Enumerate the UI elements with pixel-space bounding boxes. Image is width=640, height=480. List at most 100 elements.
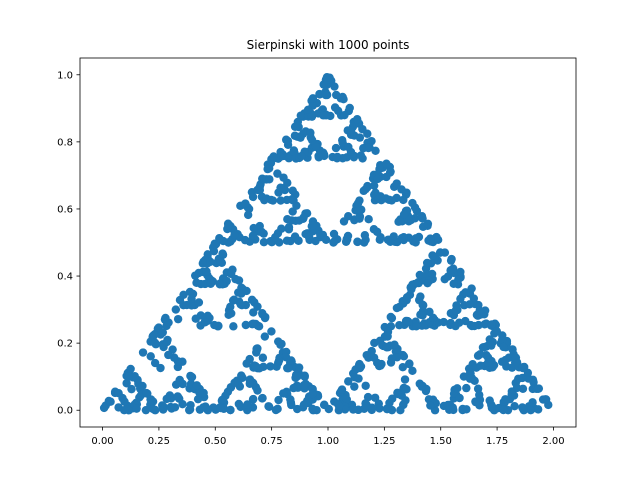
scatter-point — [230, 378, 239, 387]
scatter-point — [476, 361, 485, 370]
scatter-point — [161, 313, 170, 323]
scatter-point — [192, 381, 202, 390]
scatter-point — [297, 151, 306, 161]
scatter-point — [307, 112, 317, 121]
scatter-point — [348, 405, 358, 414]
scatter-point — [150, 338, 160, 347]
scatter-point — [483, 358, 493, 367]
scatter-point — [132, 404, 141, 413]
scatter-point — [501, 395, 510, 404]
scatter-point — [224, 221, 233, 230]
scatter-point — [299, 380, 309, 390]
scatter-point — [156, 363, 165, 373]
scatter-point — [240, 235, 250, 245]
scatter-point — [502, 362, 511, 371]
scatter-point — [243, 210, 253, 220]
scatter-point — [266, 195, 276, 205]
scatter-point — [369, 225, 379, 234]
scatter-point — [382, 404, 392, 414]
scatter-point — [387, 196, 396, 205]
scatter-point — [149, 330, 159, 340]
scatter-point — [526, 405, 535, 415]
scatter-point — [341, 237, 351, 246]
scatter-point — [253, 386, 262, 395]
scatter-point — [426, 401, 435, 410]
scatter-point — [296, 111, 306, 120]
scatter-point — [308, 94, 318, 103]
scatter-point — [355, 133, 365, 142]
scatter-point — [283, 136, 293, 146]
scatter-point — [164, 350, 173, 360]
scatter-point — [350, 382, 359, 391]
scatter-point — [255, 182, 264, 192]
scatter-point — [218, 249, 227, 258]
scatter-point — [423, 219, 433, 228]
scatter-point — [282, 236, 292, 245]
scatter-point — [419, 301, 428, 310]
scatter-point — [173, 392, 183, 401]
scatter-point — [195, 388, 204, 397]
scatter-point — [350, 373, 359, 382]
x-tick-label: 1.75 — [486, 436, 508, 447]
scatter-point — [480, 320, 489, 329]
scatter-point — [306, 128, 315, 137]
scatter-point — [200, 318, 210, 327]
scatter-point — [241, 199, 250, 208]
scatter-point — [487, 341, 496, 350]
scatter-point — [382, 159, 391, 168]
scatter-point — [249, 394, 258, 404]
scatter-point — [499, 405, 508, 415]
scatter-point — [323, 75, 332, 85]
scatter-point — [375, 404, 384, 413]
scatter-point — [226, 405, 235, 415]
scatter-points — [99, 73, 553, 415]
scatter-point — [248, 231, 258, 240]
scatter-point — [146, 352, 155, 361]
scatter-point — [382, 343, 391, 352]
scatter-point — [258, 310, 267, 319]
y-tick-label: 0.4 — [57, 272, 73, 283]
scatter-point — [359, 186, 368, 196]
scatter-point — [360, 404, 369, 413]
scatter-point — [249, 223, 258, 233]
scatter-point — [362, 350, 371, 360]
scatter-point — [248, 192, 258, 202]
scatter-point — [185, 287, 195, 297]
scatter-point — [228, 296, 238, 305]
scatter-point — [399, 352, 409, 361]
scatter-point — [440, 248, 450, 257]
scatter-point — [252, 345, 262, 354]
scatter-point — [199, 403, 208, 412]
scatter-point — [393, 388, 402, 398]
scatter-point — [227, 309, 236, 318]
scatter-point — [277, 224, 286, 233]
scatter-point — [162, 394, 171, 404]
scatter-point — [329, 229, 339, 239]
chart-title: Sierpinski with 1000 points — [247, 38, 410, 52]
scatter-point — [487, 320, 497, 329]
scatter-point — [99, 403, 109, 413]
x-tick-label: 1.00 — [317, 436, 339, 447]
scatter-point — [389, 232, 398, 241]
scatter-point — [148, 404, 158, 414]
scatter-point — [258, 353, 268, 362]
scatter-point — [294, 363, 304, 372]
scatter-point — [138, 381, 147, 391]
scatter-point — [408, 198, 417, 208]
scatter-point — [342, 395, 352, 404]
scatter-point — [226, 302, 235, 311]
scatter-point — [274, 356, 284, 365]
scatter-point — [449, 405, 458, 415]
scatter-point — [405, 359, 414, 368]
scatter-point — [388, 394, 397, 403]
scatter-point — [162, 337, 172, 347]
scatter-point — [303, 105, 313, 115]
scatter-point — [236, 300, 245, 309]
scatter-point — [122, 379, 131, 388]
scatter-point — [293, 371, 302, 381]
scatter-point — [334, 401, 344, 411]
scatter-point — [392, 179, 401, 188]
scatter-point — [331, 143, 341, 153]
scatter-point — [158, 328, 167, 337]
scatter-point — [395, 302, 404, 312]
